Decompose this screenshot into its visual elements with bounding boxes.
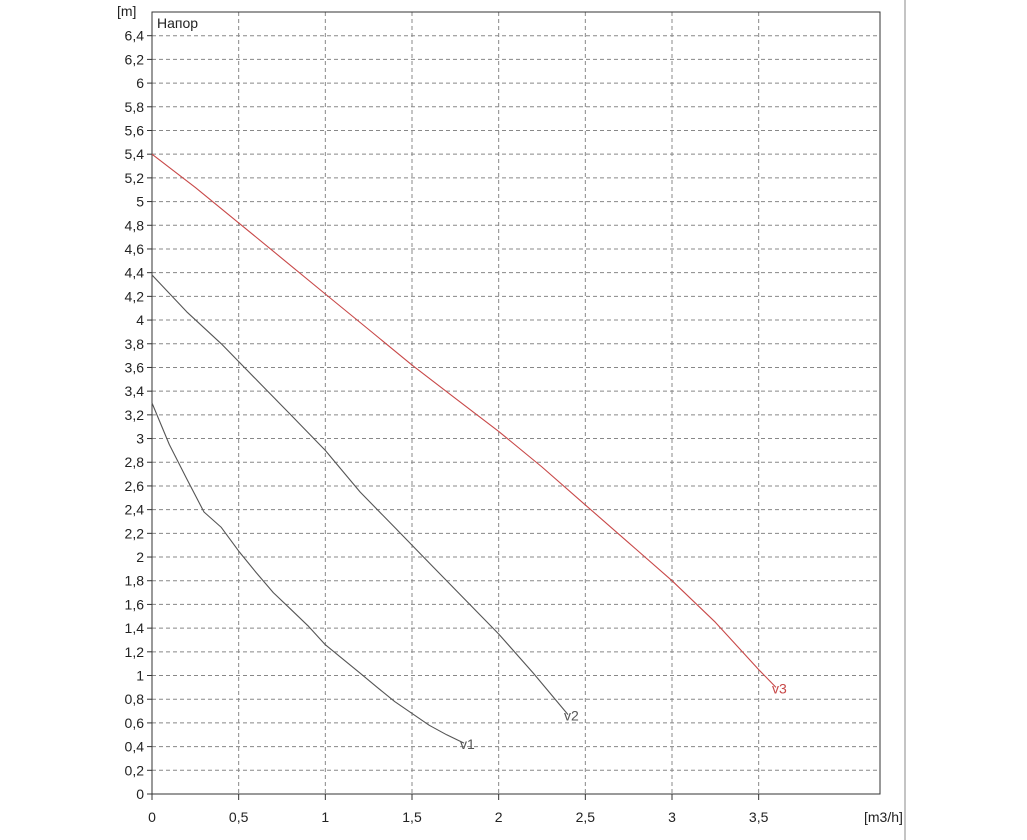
- y-tick-label: 5,6: [125, 122, 145, 138]
- series-group: v1 v2 v3: [151, 153, 787, 752]
- y-tick-label: 4: [136, 312, 144, 328]
- y-tick-label: 0,2: [125, 762, 145, 778]
- x-tick-label: 2,5: [576, 809, 596, 825]
- x-tick-label: 1: [321, 809, 329, 825]
- chart-title: Напор: [157, 15, 198, 31]
- y-tick-label: 1,6: [125, 596, 145, 612]
- y-tick-label: 5,8: [125, 99, 145, 115]
- y-tick-label: 1: [136, 668, 144, 684]
- series-label-v3: v3: [772, 680, 787, 696]
- y-tick-label: 3,4: [125, 383, 145, 399]
- x-tick-label: 2: [495, 809, 503, 825]
- y-tick-label: 0,8: [125, 691, 145, 707]
- y-tick-label: 0: [136, 786, 144, 802]
- y-tick-label: 3: [136, 431, 144, 447]
- series-line-v3: [151, 153, 777, 688]
- x-axis-unit: [m3/h]: [864, 809, 903, 825]
- y-tick-label: 1,8: [125, 573, 145, 589]
- y-tick-label: 0,6: [125, 715, 145, 731]
- x-tick-label: 3: [668, 809, 676, 825]
- x-tick-label: 0: [148, 809, 156, 825]
- y-tick-label: 3,2: [125, 407, 145, 423]
- y-tick-label: 3,6: [125, 359, 145, 375]
- y-tick-label: 6: [136, 75, 144, 91]
- y-tick-label: 4,6: [125, 241, 145, 257]
- series-label-v1: v1: [460, 736, 475, 752]
- y-tick-label: 5,4: [125, 146, 145, 162]
- y-tick-label: 4,4: [125, 265, 145, 281]
- series-label-v2: v2: [564, 708, 579, 724]
- series-line-v1: [151, 402, 465, 744]
- x-tick-label: 3,5: [749, 809, 769, 825]
- y-axis-unit: [m]: [117, 3, 136, 19]
- y-tick-label: 2: [136, 549, 144, 565]
- y-tick-label: 4,2: [125, 288, 145, 304]
- x-axis-ticks: 0 0,5 1 1,5 2 2,5 3 3,5: [148, 794, 769, 825]
- y-tick-label: 1,4: [125, 620, 145, 636]
- x-tick-label: 0,5: [229, 809, 249, 825]
- y-tick-label: 2,2: [125, 525, 145, 541]
- y-tick-label: 4,8: [125, 217, 145, 233]
- grid: [152, 12, 880, 794]
- x-tick-label: 1,5: [402, 809, 422, 825]
- series-line-v2: [151, 274, 569, 715]
- y-tick-label: 5,2: [125, 170, 145, 186]
- y-tick-label: 2,4: [125, 502, 145, 518]
- y-tick-label: 0,4: [125, 739, 145, 755]
- y-tick-label: 6,2: [125, 51, 145, 67]
- y-tick-label: 2,8: [125, 454, 145, 470]
- y-tick-label: 5: [136, 194, 144, 210]
- y-tick-label: 2,6: [125, 478, 145, 494]
- y-tick-label: 1,2: [125, 644, 145, 660]
- y-tick-label: 3,8: [125, 336, 145, 352]
- y-axis-ticks: 0 0,2 0,4 0,6 0,8 1 1,2 1,4 1,6 1,8 2 2,2 2,4 2,6 2,8 3…: [125, 28, 152, 802]
- y-tick-label: 6,4: [125, 28, 145, 44]
